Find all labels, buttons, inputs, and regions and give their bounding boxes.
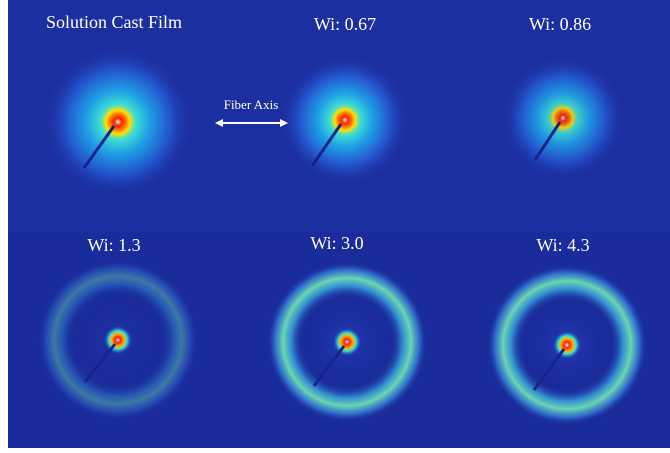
- panel-label: Wi: 1.3: [87, 235, 140, 255]
- pattern: [280, 55, 410, 185]
- panel-label: Wi: 0.67: [314, 14, 376, 34]
- pattern: [43, 47, 193, 197]
- panel-label: Wi: 3.0: [310, 233, 363, 253]
- annotation: Fiber Axis: [224, 97, 279, 112]
- pattern-center: [104, 326, 132, 354]
- panel-label: Wi: 4.3: [536, 235, 589, 255]
- panel-label: Wi: 0.86: [529, 14, 591, 34]
- pattern-center: [553, 331, 581, 359]
- pattern: [501, 56, 625, 180]
- scattering-figure: Solution Cast Film Wi: 0.67 Wi: 0.86 Wi:…: [0, 0, 670, 453]
- pattern-center: [333, 328, 361, 356]
- panel-label: Solution Cast Film: [46, 12, 182, 32]
- panels: [8, 0, 670, 448]
